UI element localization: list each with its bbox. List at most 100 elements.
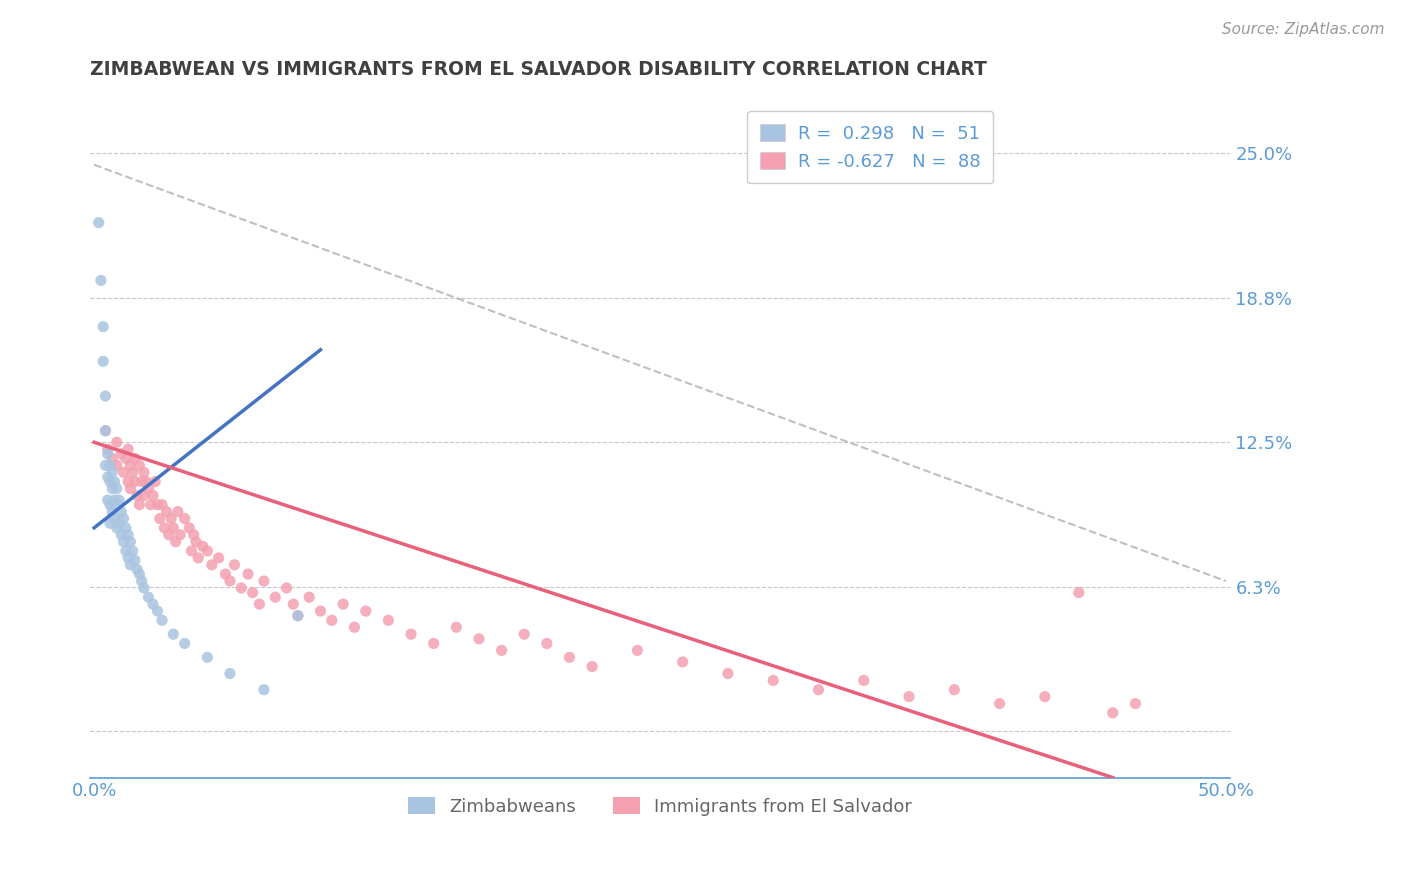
Point (1125, 697, 1147, 711)
Point (131, 475, 153, 489)
Point (101, 505, 124, 519)
Point (142, 488, 165, 502)
Point (108, 493, 131, 508)
Point (105, 482, 128, 496)
Point (98, 458, 121, 473)
Point (135, 475, 157, 489)
Point (103, 511, 125, 525)
Point (132, 488, 155, 502)
Point (131, 574, 153, 588)
Point (138, 591, 160, 605)
Point (114, 521, 136, 535)
Point (377, 613, 399, 627)
Point (179, 521, 201, 535)
Point (97, 493, 120, 508)
Point (91, 354, 114, 368)
Point (114, 451, 136, 466)
Point (120, 558, 142, 572)
Point (150, 613, 173, 627)
Point (558, 650, 581, 665)
Point (183, 528, 205, 542)
Point (146, 498, 169, 512)
Point (112, 511, 135, 525)
Point (142, 597, 165, 611)
Point (446, 620, 468, 634)
Point (105, 458, 128, 473)
Point (117, 528, 139, 542)
Point (120, 482, 142, 496)
Point (124, 475, 146, 489)
Point (264, 591, 287, 605)
Point (98, 498, 121, 512)
Point (219, 574, 242, 588)
Point (287, 608, 309, 623)
Point (231, 581, 253, 595)
Point (105, 498, 128, 512)
Point (332, 597, 354, 611)
Point (101, 451, 124, 466)
Point (283, 597, 305, 611)
Point (94, 424, 117, 438)
Point (201, 558, 224, 572)
Point (128, 567, 150, 582)
Point (117, 475, 139, 489)
Point (108, 516, 131, 531)
Point (1067, 585, 1090, 599)
Point (224, 558, 246, 572)
Point (536, 636, 558, 650)
Point (491, 643, 513, 657)
Point (988, 697, 1011, 711)
Point (101, 466, 124, 480)
Point (169, 528, 191, 542)
Point (157, 528, 180, 542)
Point (94, 389, 117, 403)
Point (242, 585, 264, 599)
Point (626, 643, 648, 657)
Point (943, 682, 966, 697)
Point (513, 627, 536, 641)
Point (287, 608, 309, 623)
Point (187, 550, 209, 565)
Point (898, 690, 921, 704)
Point (309, 604, 332, 618)
Point (120, 458, 142, 473)
Point (852, 673, 875, 688)
Point (91, 319, 114, 334)
Point (468, 632, 491, 646)
Point (153, 521, 176, 535)
Point (105, 521, 128, 535)
Point (298, 591, 321, 605)
Point (343, 620, 366, 634)
Point (103, 493, 125, 508)
Point (247, 597, 270, 611)
Point (180, 544, 202, 558)
Point (121, 544, 143, 558)
Point (354, 604, 377, 618)
Point (124, 451, 146, 466)
Point (160, 511, 183, 525)
Point (422, 636, 444, 650)
Point (110, 447, 132, 461)
Text: ZIMBABWEAN VS IMMIGRANTS FROM EL SALVADOR DISABILITY CORRELATION CHART: ZIMBABWEAN VS IMMIGRANTS FROM EL SALVADO… (90, 60, 987, 78)
Point (132, 466, 155, 480)
Point (162, 521, 184, 535)
Point (101, 482, 124, 496)
Point (214, 567, 236, 582)
Point (124, 553, 146, 567)
Point (117, 550, 139, 565)
Point (97, 470, 120, 484)
Point (149, 511, 172, 525)
Point (139, 498, 162, 512)
Point (150, 498, 173, 512)
Point (191, 539, 214, 553)
Point (1101, 706, 1123, 720)
Point (132, 581, 155, 595)
Point (143, 475, 166, 489)
Point (253, 574, 276, 588)
Point (717, 666, 740, 681)
Point (162, 627, 184, 641)
Point (165, 534, 187, 549)
Text: Source: ZipAtlas.com: Source: ZipAtlas.com (1222, 22, 1385, 37)
Point (399, 627, 422, 641)
Point (672, 655, 695, 669)
